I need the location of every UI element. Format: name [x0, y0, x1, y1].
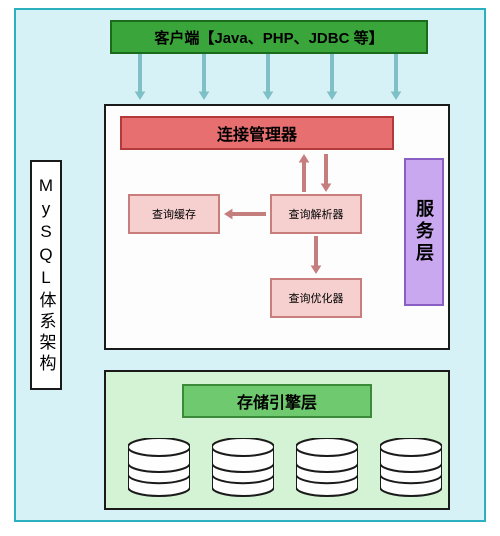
arrow [384, 42, 408, 112]
db-cylinder-3 [380, 438, 442, 514]
arrow [128, 42, 152, 112]
arrow [212, 202, 278, 226]
arrow [304, 224, 328, 286]
node-conn_mgr-label: 连接管理器 [217, 121, 297, 145]
node-title: MySQL体系架构 [30, 160, 62, 390]
node-qparser-label: 查询解析器 [289, 206, 344, 222]
node-qcache-label: 查询缓存 [152, 206, 196, 222]
node-title-label: MySQL体系架构 [34, 176, 59, 375]
arrow [192, 42, 216, 112]
arrow [292, 142, 316, 204]
arrow [314, 142, 338, 204]
node-storage_lbl-label: 存储引擎层 [237, 389, 317, 413]
node-qcache: 查询缓存 [128, 194, 220, 234]
db-cylinder-0 [128, 438, 190, 514]
db-cylinder-2 [296, 438, 358, 514]
arrow [256, 42, 280, 112]
node-conn_mgr: 连接管理器 [120, 116, 394, 150]
node-service_lbl-label: 服务层 [411, 199, 437, 265]
db-cylinder-1 [212, 438, 274, 514]
node-storage_lbl: 存储引擎层 [182, 384, 372, 418]
arrow [320, 42, 344, 112]
node-qopt-label: 查询优化器 [289, 290, 344, 306]
node-service_lbl: 服务层 [404, 158, 444, 306]
diagram-canvas: 客户端【Java、PHP、JDBC 等】连接管理器查询缓存查询解析器查询优化器服… [0, 0, 500, 536]
